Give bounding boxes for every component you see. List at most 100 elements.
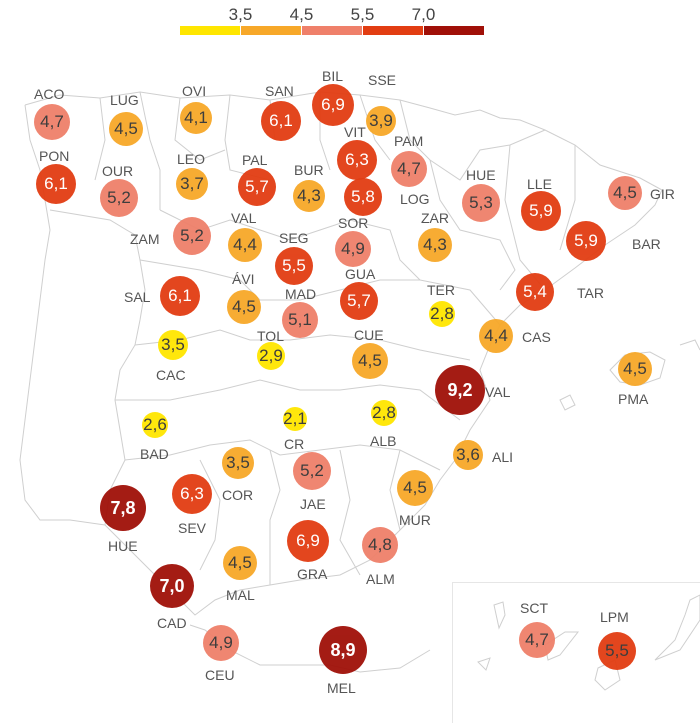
legend-swatch xyxy=(302,26,362,35)
city-code-label: GUA xyxy=(345,266,376,282)
city-code-label: CEU xyxy=(205,667,235,683)
city-code-label: MAL xyxy=(226,587,255,603)
value-bubble: 5,7 xyxy=(238,168,276,206)
value-bubble: 8,9 xyxy=(319,626,367,674)
value-bubble: 4,5 xyxy=(352,343,388,379)
value-bubble: 4,5 xyxy=(223,546,257,580)
menorca-outline xyxy=(679,339,700,351)
city-code-label: VAL xyxy=(485,384,511,400)
city-code-label: ÁVI xyxy=(232,271,255,287)
legend-tick-label: 4,5 xyxy=(289,5,314,24)
value-bubble: 5,7 xyxy=(340,282,378,320)
city-code-label: CR xyxy=(284,436,305,452)
legend-swatch xyxy=(363,26,423,35)
value-bubble: 4,5 xyxy=(608,176,642,210)
value-bubble: 4,5 xyxy=(618,352,652,386)
value-bubble: 4,4 xyxy=(228,228,262,262)
city-code-label: SEG xyxy=(279,230,309,246)
city-code-label: LUG xyxy=(110,92,139,108)
ibiza-outline xyxy=(559,394,576,411)
value-bubble: 7,0 xyxy=(150,564,194,608)
value-bubble: 4,7 xyxy=(391,151,427,187)
legend-swatch xyxy=(241,26,301,35)
city-code-label: BAD xyxy=(140,446,169,462)
city-code-label: ACO xyxy=(34,86,65,102)
value-bubble: 2,8 xyxy=(371,400,397,426)
legend-swatch xyxy=(424,26,484,35)
value-bubble: 7,8 xyxy=(100,485,146,531)
value-bubble: 5,1 xyxy=(282,302,318,338)
city-code-label: SSE xyxy=(368,72,397,88)
city-code-label: LPM xyxy=(600,609,629,625)
value-bubble: 5,5 xyxy=(275,247,313,285)
value-bubble: 3,6 xyxy=(453,440,483,470)
city-code-label: SOR xyxy=(338,215,369,231)
value-bubble: 4,3 xyxy=(293,180,325,212)
city-code-label: JAE xyxy=(300,496,326,512)
city-code-label: CUE xyxy=(354,327,384,343)
city-code-label: OUR xyxy=(102,163,134,179)
value-bubble: 3,5 xyxy=(158,330,188,360)
border-spain-portugal xyxy=(49,209,146,526)
value-bubble: 2,9 xyxy=(257,342,285,370)
city-code-label: PMA xyxy=(618,391,649,407)
value-bubble: 5,8 xyxy=(344,178,382,216)
city-code-label: MAD xyxy=(285,286,317,302)
city-code-label: ZAM xyxy=(130,231,160,247)
city-code-label: SEV xyxy=(178,520,207,536)
value-bubble: 4,7 xyxy=(34,104,70,140)
value-bubble: 5,4 xyxy=(516,273,554,311)
value-bubble: 5,2 xyxy=(173,217,211,255)
value-bubble: 2,1 xyxy=(283,407,307,431)
value-bubble: 4,3 xyxy=(418,228,452,262)
value-bubble: 6,9 xyxy=(287,520,329,562)
value-bubble: 6,1 xyxy=(36,164,76,204)
city-code-label: COR xyxy=(222,487,254,503)
city-code-label: BUR xyxy=(294,162,324,178)
city-code-label: PON xyxy=(39,148,70,164)
value-bubble: 2,6 xyxy=(142,412,168,438)
value-bubble: 4,9 xyxy=(335,231,371,267)
city-code-label: HUE xyxy=(466,167,496,183)
value-bubble: 4,1 xyxy=(180,102,212,134)
city-code-label: TAR xyxy=(577,285,604,301)
city-code-label: OVI xyxy=(182,83,207,99)
value-bubble: 5,2 xyxy=(100,179,138,217)
city-code-label: TER xyxy=(427,282,455,298)
value-bubble: 6,3 xyxy=(172,474,212,514)
city-code-label: VIT xyxy=(344,124,366,140)
value-bubble: 3,7 xyxy=(176,168,208,200)
legend-swatch xyxy=(180,26,240,35)
city-code-label: PAM xyxy=(394,133,424,149)
value-bubble: 5,3 xyxy=(462,184,500,222)
value-bubble: 5,2 xyxy=(293,452,331,490)
city-code-label: GIR xyxy=(650,186,675,202)
city-code-label: BIL xyxy=(322,68,344,84)
value-bubble: 5,5 xyxy=(598,632,636,670)
value-bubble: 4,5 xyxy=(109,112,143,146)
value-bubble: 2,8 xyxy=(429,301,455,327)
city-code-label: BAR xyxy=(632,236,661,252)
city-code-label: MEL xyxy=(327,680,356,696)
value-bubble: 4,8 xyxy=(362,527,398,563)
city-code-label: LEO xyxy=(177,151,206,167)
legend-tick-label: 3,5 xyxy=(228,5,253,24)
city-code-label: LLE xyxy=(527,176,552,192)
value-bubble: 4,5 xyxy=(227,290,261,324)
value-bubble: 5,9 xyxy=(521,191,561,231)
city-code-label: HUE xyxy=(108,538,138,554)
city-code-label: ALB xyxy=(370,433,397,449)
value-bubble: 4,5 xyxy=(397,470,433,506)
color-legend: 3,5 4,5 5,5 7,0 xyxy=(180,0,484,40)
value-bubble: 9,2 xyxy=(435,365,485,415)
value-bubble: 5,9 xyxy=(566,221,606,261)
city-code-label: ALI xyxy=(492,449,514,465)
value-bubble: 4,4 xyxy=(479,319,513,353)
city-code-label: CAD xyxy=(157,615,187,631)
value-bubble: 3,9 xyxy=(366,106,396,136)
value-bubble: 6,9 xyxy=(312,84,354,126)
city-code-label: VAL xyxy=(231,210,257,226)
canary-islands-inset xyxy=(452,582,700,723)
value-bubble: 6,1 xyxy=(160,276,200,316)
city-code-label: SAN xyxy=(265,83,294,99)
